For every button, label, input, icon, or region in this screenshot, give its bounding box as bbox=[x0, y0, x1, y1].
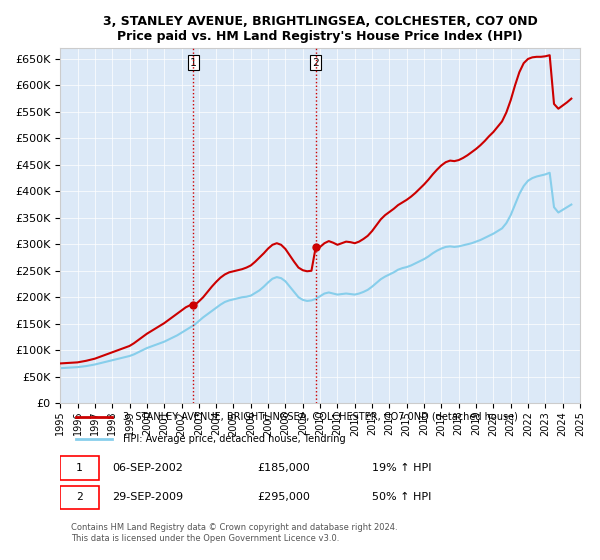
Text: 2: 2 bbox=[313, 58, 319, 68]
Text: HPI: Average price, detached house, Tendring: HPI: Average price, detached house, Tend… bbox=[122, 433, 345, 444]
Text: 3, STANLEY AVENUE, BRIGHTLINGSEA, COLCHESTER, CO7 0ND (detached house): 3, STANLEY AVENUE, BRIGHTLINGSEA, COLCHE… bbox=[122, 412, 517, 422]
Text: 1: 1 bbox=[76, 463, 83, 473]
Text: £295,000: £295,000 bbox=[258, 492, 311, 502]
Text: 1: 1 bbox=[190, 58, 196, 68]
Title: 3, STANLEY AVENUE, BRIGHTLINGSEA, COLCHESTER, CO7 0ND
Price paid vs. HM Land Reg: 3, STANLEY AVENUE, BRIGHTLINGSEA, COLCHE… bbox=[103, 15, 538, 43]
FancyBboxPatch shape bbox=[60, 456, 99, 479]
Text: Contains HM Land Registry data © Crown copyright and database right 2024.
This d: Contains HM Land Registry data © Crown c… bbox=[71, 524, 397, 543]
Text: 2: 2 bbox=[76, 492, 83, 502]
Text: 50% ↑ HPI: 50% ↑ HPI bbox=[372, 492, 431, 502]
Text: 29-SEP-2009: 29-SEP-2009 bbox=[112, 492, 184, 502]
FancyBboxPatch shape bbox=[60, 486, 99, 509]
Text: £185,000: £185,000 bbox=[258, 463, 310, 473]
Text: 19% ↑ HPI: 19% ↑ HPI bbox=[372, 463, 431, 473]
Text: 06-SEP-2002: 06-SEP-2002 bbox=[112, 463, 183, 473]
